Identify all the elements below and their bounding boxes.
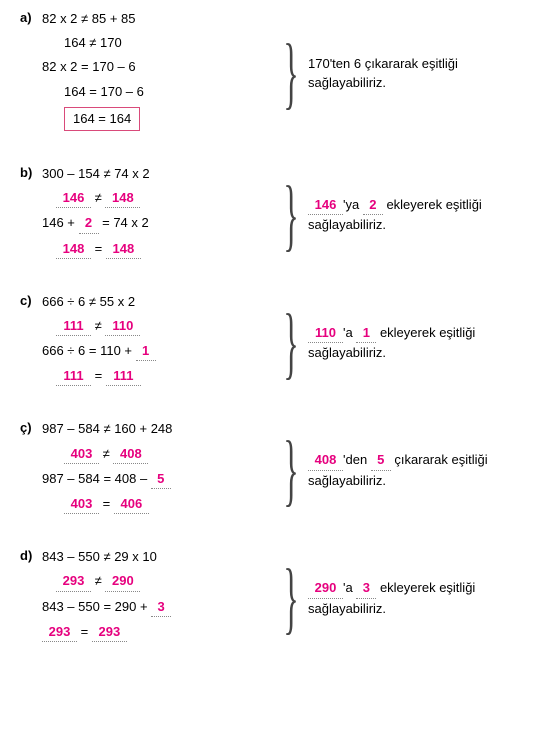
rf-c2: 1: [356, 323, 376, 344]
rt-b1: 'ya: [343, 197, 363, 212]
label-b: b): [20, 165, 42, 265]
right-cc: 408'den 5 çıkararak eşitliği sağlayabili…: [300, 420, 531, 520]
problem-d: d) 843 – 550 ≠ 29 x 10 293 ≠ 290 843 – 5…: [20, 548, 531, 648]
eq-a3: 82 x 2 = 170 – 6: [42, 58, 282, 76]
eq-b1: 300 – 154 ≠ 74 x 2: [42, 165, 282, 183]
eq-cc3-pre: 987 – 584 = 408 –: [42, 471, 151, 486]
fill-d-a: 293: [56, 572, 91, 591]
fill-b-a: 146: [56, 189, 91, 208]
neq-b: ≠: [95, 190, 102, 205]
fill-d-b: 290: [105, 572, 140, 591]
rf-b1: 146: [308, 195, 343, 216]
label-d: d): [20, 548, 42, 648]
right-c: 110'a 1 ekleyerek eşitliği sağlayabiliri…: [300, 293, 531, 393]
eq-c3-fill: 1: [136, 342, 156, 361]
eq-d1: 843 – 550 ≠ 29 x 10: [42, 548, 282, 566]
brace-d: }: [287, 548, 294, 648]
eq-c: =: [95, 368, 103, 383]
boxed-a: 164 = 164: [64, 107, 140, 131]
problem-a: a) 82 x 2 ≠ 85 + 85 164 ≠ 170 82 x 2 = 1…: [20, 10, 531, 137]
rt-d1: 'a: [343, 580, 356, 595]
eq-cc: =: [103, 496, 111, 511]
right-d: 290'a 3 ekleyerek eşitliği sağlayabiliri…: [300, 548, 531, 648]
brace-b: }: [287, 165, 294, 265]
left-col-a: 82 x 2 ≠ 85 + 85 164 ≠ 170 82 x 2 = 170 …: [42, 10, 282, 137]
eq-b3-fill: 2: [79, 214, 99, 233]
res-b-a: 148: [56, 240, 91, 259]
rt-cc1: 'den: [343, 452, 371, 467]
brace-a: }: [287, 10, 294, 137]
neq-c: ≠: [95, 318, 102, 333]
fill-cc-b: 408: [113, 445, 148, 464]
eq-b3-pre: 146 +: [42, 215, 79, 230]
res-d-a: 293: [42, 623, 77, 642]
res-c-a: 111: [56, 367, 91, 386]
res-cc-b: 406: [114, 495, 149, 514]
fill-c-b: 110: [105, 317, 140, 336]
eq-b: =: [95, 241, 103, 256]
problem-b: b) 300 – 154 ≠ 74 x 2 146 ≠ 148 146 + 2 …: [20, 165, 531, 265]
eq-cc3-fill: 5: [151, 470, 171, 489]
right-b: 146'ya 2 ekleyerek eşitliği sağlayabilir…: [300, 165, 531, 265]
rf-d2: 3: [356, 578, 376, 599]
eq-a4: 164 = 170 – 6: [42, 83, 282, 101]
explain-a: 170'ten 6 çıkararak eşitliği sağlayabili…: [308, 54, 531, 93]
left-col-cc: 987 – 584 ≠ 160 + 248 403 ≠ 408 987 – 58…: [42, 420, 282, 520]
rf-b2: 2: [363, 195, 383, 216]
eq-d3-fill: 3: [151, 598, 171, 617]
left-col-d: 843 – 550 ≠ 29 x 10 293 ≠ 290 843 – 550 …: [42, 548, 282, 648]
label-a: a): [20, 10, 42, 137]
rf-cc1: 408: [308, 450, 343, 471]
eq-a2: 164 ≠ 170: [42, 34, 282, 52]
res-b-b: 148: [106, 240, 141, 259]
fill-cc-a: 403: [64, 445, 99, 464]
neq-d: ≠: [95, 573, 102, 588]
res-c-b: 111: [106, 367, 141, 386]
eq-a1: 82 x 2 ≠ 85 + 85: [42, 10, 282, 28]
fill-b-b: 148: [105, 189, 140, 208]
eq-c1: 666 ÷ 6 ≠ 55 x 2: [42, 293, 282, 311]
rf-d1: 290: [308, 578, 343, 599]
label-cc: ç): [20, 420, 42, 520]
problem-c: c) 666 ÷ 6 ≠ 55 x 2 111 ≠ 110 666 ÷ 6 = …: [20, 293, 531, 393]
left-col-c: 666 ÷ 6 ≠ 55 x 2 111 ≠ 110 666 ÷ 6 = 110…: [42, 293, 282, 393]
brace-c: }: [287, 293, 294, 393]
rf-c1: 110: [308, 323, 343, 344]
eq-c3-pre: 666 ÷ 6 = 110 +: [42, 343, 136, 358]
rf-cc2: 5: [371, 450, 391, 471]
rt-c1: 'a: [343, 325, 356, 340]
res-cc-a: 403: [64, 495, 99, 514]
eq-d: =: [81, 624, 89, 639]
fill-c-a: 111: [56, 317, 91, 336]
res-d-b: 293: [92, 623, 127, 642]
neq-cc: ≠: [103, 446, 110, 461]
eq-b3-post: = 74 x 2: [99, 215, 149, 230]
eq-d3-pre: 843 – 550 = 290 +: [42, 599, 151, 614]
left-col-b: 300 – 154 ≠ 74 x 2 146 ≠ 148 146 + 2 = 7…: [42, 165, 282, 265]
right-a: 170'ten 6 çıkararak eşitliği sağlayabili…: [300, 10, 531, 137]
problem-cc: ç) 987 – 584 ≠ 160 + 248 403 ≠ 408 987 –…: [20, 420, 531, 520]
brace-cc: }: [287, 420, 294, 520]
eq-cc1: 987 – 584 ≠ 160 + 248: [42, 420, 282, 438]
label-c: c): [20, 293, 42, 393]
